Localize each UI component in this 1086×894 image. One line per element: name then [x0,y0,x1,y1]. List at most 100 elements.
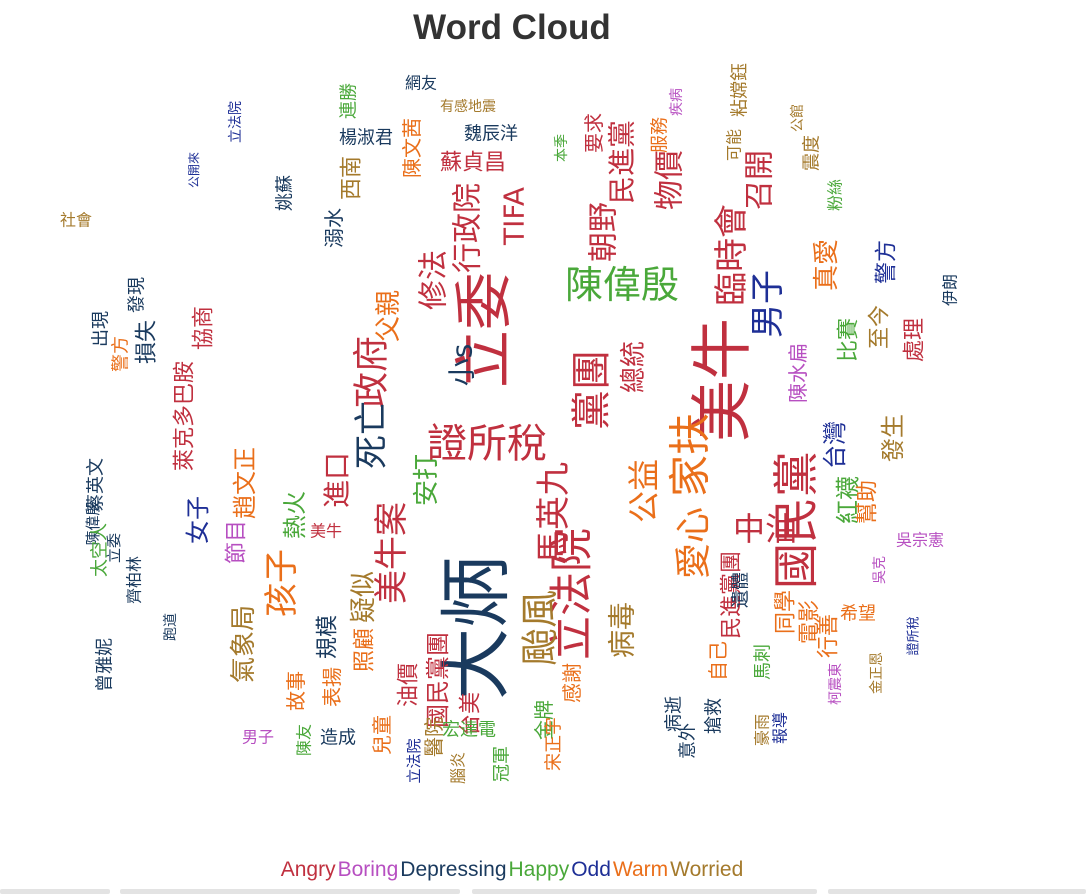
word-63: 西南 [340,156,365,200]
word-49: 感謝 [560,663,584,703]
legend-item-odd: Odd [571,858,611,881]
word-100: 粉絲 [826,179,845,211]
word-42: 發生 [879,414,907,462]
word-82: 報導 [771,712,790,744]
word-120: 要求 [582,113,606,153]
word-105: 吳克 [872,556,888,584]
word-37: 照顧 [353,628,378,672]
word-51: 故事 [284,671,308,711]
word-76: 自己 [706,641,730,681]
word-60: 萊克多巴胺 [173,361,198,471]
word-114: 楊淑君 [339,128,393,149]
word-115: 公開來 [187,152,201,188]
word-53: 兒童 [370,715,394,755]
word-34: 疑似 [349,571,379,623]
word-93: 警方 [111,336,132,372]
word-16: 美牛案 [372,502,412,604]
word-5: 立法院 [547,528,598,660]
word-13: 男子 [748,270,788,338]
word-20: 行政院 [451,183,486,273]
word-88: 冠軍 [492,746,513,782]
word-94: 出現 [91,311,112,347]
word-106: 證所稅 [906,616,922,655]
word-79: 病逝 [664,696,685,732]
word-89: 腦炎 [449,752,468,784]
word-32: 父親 [374,290,404,342]
word-57: 損失 [135,320,160,364]
word-31: 病毒 [606,602,639,658]
word-4: 家扶 [666,413,715,497]
word-36: 熱火 [281,491,309,539]
word-95: 蔡英文 [86,458,107,512]
word-117: 社會 [60,211,92,230]
word-74: 行善 [817,614,842,658]
word-19: 中油 [733,510,797,548]
word-84: 造成 [320,728,356,749]
word-97: 太空人 [90,523,111,577]
word-14: 臨時會 [712,204,752,306]
word-101: 伊朗 [941,274,960,306]
word-38: 規模 [316,615,341,659]
word-26: TIFA [498,187,531,246]
word-28: 總統 [619,341,649,393]
word-73: 同學 [774,590,799,634]
word-30: 進口 [321,452,354,508]
word-1: 美牛 [686,318,759,442]
word-104: 金正恩 [869,652,885,694]
word-71: 陳水扁 [786,343,810,403]
word-15: 死亡 [352,401,392,469]
legend-item-happy: Happy [508,858,570,881]
scroll-area-footer [0,889,1086,894]
word-102: 吳宗憲 [896,531,944,550]
word-10: 颱風 [518,590,562,666]
word-22: 朝野 [587,202,622,262]
word-35: 趙文正 [231,447,259,519]
word-39: 國民黨團 [424,632,452,728]
word-116: 立法院 [228,101,244,143]
word-41: 台灣 [821,421,849,469]
word-44: 幫助 [856,480,881,524]
word-62: 蘇貞昌 [440,151,506,176]
word-109: 震度 [802,135,823,171]
word-119: 可能 [725,129,744,161]
word-85: 美牛 [310,522,342,541]
word-69: 比賽 [837,318,862,362]
legend-item-depressing: Depressing [400,858,507,881]
word-83: 意外 [678,723,699,759]
word-40: 民進黨團 [720,551,745,639]
word-99: 曾雅妮 [95,638,116,692]
word-70: 處理 [903,318,928,362]
word-68: 至今 [868,305,893,349]
word-23: 物價 [653,150,688,210]
word-3: 國民黨 [769,451,823,589]
word-59: 協商 [192,306,217,350]
legend-item-angry: Angry [280,858,336,881]
word-24: 召開 [743,150,778,210]
word-27: 小s [446,344,479,387]
word-92: 立委 [105,533,123,563]
word-65: 姚蘇 [275,175,296,211]
word-56: 宋正宇 [544,717,565,771]
word-75: 希望 [840,604,876,625]
word-46: 女子 [184,496,212,544]
word-50: 醫院 [422,717,446,757]
word-78: 馬刺 [753,644,774,680]
word-107: 粘嫦鈺 [730,63,751,117]
legend-item-boring: Boring [337,858,399,881]
word-67: 警方 [875,240,900,284]
chart-title: Word Cloud [413,8,611,47]
word-7: 黨團 [569,350,615,430]
word-54: 宏達電 [442,720,496,741]
word-17: 孩子 [262,549,302,617]
word-121: 本季 [554,134,570,162]
word-61: 陳文茜 [400,118,424,178]
word-103: 柯震東 [828,663,844,705]
word-47: 油價 [397,663,422,707]
word-29: 安打 [412,454,442,506]
word-72: 電影 [798,600,823,644]
word-9: 政府 [352,336,393,408]
word-96: 齊柏林 [125,556,144,604]
word-25: 民進黨 [606,120,639,204]
word-86: 男子 [242,728,274,747]
